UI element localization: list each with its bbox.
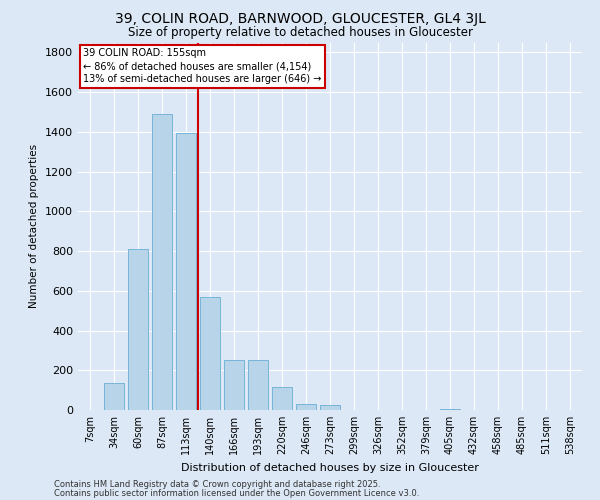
Bar <box>128 249 148 410</box>
X-axis label: Distribution of detached houses by size in Gloucester: Distribution of detached houses by size … <box>181 462 479 472</box>
Text: Contains HM Land Registry data © Crown copyright and database right 2025.: Contains HM Land Registry data © Crown c… <box>54 480 380 489</box>
Y-axis label: Number of detached properties: Number of detached properties <box>29 144 40 308</box>
Bar <box>176 133 196 410</box>
Bar <box>320 405 340 410</box>
Bar <box>152 114 172 410</box>
Text: 39, COLIN ROAD, BARNWOOD, GLOUCESTER, GL4 3JL: 39, COLIN ROAD, BARNWOOD, GLOUCESTER, GL… <box>115 12 485 26</box>
Bar <box>200 297 220 410</box>
Text: Size of property relative to detached houses in Gloucester: Size of property relative to detached ho… <box>128 26 473 39</box>
Bar <box>248 360 268 410</box>
Bar <box>272 387 292 410</box>
Text: 39 COLIN ROAD: 155sqm
← 86% of detached houses are smaller (4,154)
13% of semi-d: 39 COLIN ROAD: 155sqm ← 86% of detached … <box>83 48 322 84</box>
Bar <box>296 404 316 410</box>
Text: Contains public sector information licensed under the Open Government Licence v3: Contains public sector information licen… <box>54 488 419 498</box>
Bar <box>440 409 460 410</box>
Bar <box>224 360 244 410</box>
Bar <box>104 383 124 410</box>
